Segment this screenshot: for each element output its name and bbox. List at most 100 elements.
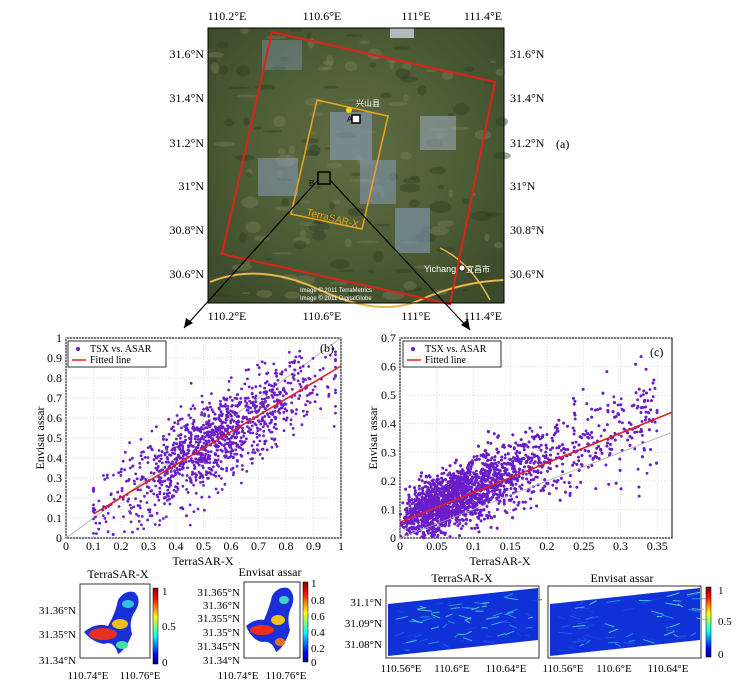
terrain-patch — [404, 290, 413, 293]
data-point — [231, 473, 235, 477]
data-point — [647, 411, 650, 415]
data-point — [274, 416, 278, 419]
data-point — [185, 479, 189, 482]
data-point — [199, 457, 203, 460]
data-point — [562, 451, 566, 455]
data-point — [231, 410, 235, 414]
data-point — [226, 407, 230, 411]
data-point — [201, 464, 204, 468]
data-point — [197, 460, 200, 464]
data-point — [555, 486, 558, 490]
data-point — [194, 440, 198, 444]
data-point — [132, 505, 136, 509]
data-point — [173, 471, 177, 474]
data-point — [177, 434, 181, 437]
lat-tick-left: 31.4°N — [170, 91, 205, 105]
data-point — [207, 419, 211, 423]
data-point — [207, 435, 211, 439]
data-point — [243, 416, 246, 420]
data-point — [273, 393, 277, 397]
terrain-patch — [453, 103, 470, 116]
terrain-patch — [437, 220, 455, 227]
data-point — [641, 434, 644, 437]
data-point — [235, 411, 239, 415]
data-point — [169, 453, 173, 457]
data-point — [315, 393, 319, 396]
data-point — [178, 468, 182, 471]
data-point — [262, 425, 265, 428]
data-point — [163, 453, 167, 457]
data-point — [245, 402, 249, 405]
grid — [65, 337, 342, 539]
data-point — [227, 380, 231, 383]
data-point — [265, 390, 269, 394]
county-marker — [346, 107, 352, 113]
data-point — [298, 349, 302, 353]
data-point — [229, 376, 233, 379]
data-point — [257, 366, 261, 370]
data-point — [254, 385, 258, 389]
data-point — [223, 482, 227, 486]
data-point — [261, 457, 264, 460]
data-point — [249, 421, 252, 424]
data-point — [256, 426, 259, 430]
terrain-patch — [262, 130, 283, 133]
data-point — [189, 416, 192, 420]
data-point — [296, 379, 300, 383]
data-point — [211, 465, 215, 469]
data-point — [282, 417, 286, 421]
terrain-patch — [254, 84, 276, 90]
data-point — [272, 362, 276, 366]
data-point — [97, 527, 101, 531]
data-point — [105, 476, 109, 480]
y-tick-label: 0.3 — [47, 471, 62, 485]
data-point — [165, 438, 169, 441]
data-point — [159, 457, 163, 461]
data-point — [209, 405, 212, 409]
data-point — [215, 461, 219, 465]
data-point — [158, 492, 162, 496]
data-point — [294, 355, 298, 359]
data-point — [232, 471, 236, 474]
y-tick-label: 0.1 — [47, 511, 62, 525]
terrain-patch — [489, 60, 496, 63]
data-point — [156, 495, 160, 499]
data-point — [185, 514, 188, 518]
data-point — [209, 436, 213, 440]
data-point — [237, 403, 241, 406]
data-point — [229, 454, 233, 458]
data-point — [184, 453, 188, 456]
data-point — [138, 466, 142, 469]
data-point — [211, 428, 215, 432]
terrain-patch — [425, 69, 438, 72]
terrain-patch — [266, 35, 287, 40]
data-point — [176, 445, 180, 449]
terrain-patch — [315, 186, 321, 189]
data-point — [221, 420, 225, 424]
data-point — [334, 411, 337, 415]
data-point — [528, 465, 532, 469]
terrain-patch — [223, 119, 235, 127]
data-point — [571, 426, 575, 430]
lat-tick-left: 30.8°N — [170, 223, 205, 237]
data-point — [273, 400, 276, 403]
data-point — [111, 532, 115, 536]
terrain-patch — [311, 131, 317, 135]
data-point — [334, 374, 337, 378]
terrain-patch — [264, 257, 273, 261]
data-point — [180, 467, 184, 471]
data-point — [256, 449, 260, 452]
tick-labels: 0 0.1 0.2 0.3 0.4 0.5 0.6 0.7 0.8 0.9 100.10.20.30… — [47, 331, 344, 553]
data-point — [510, 497, 514, 501]
data-point — [655, 429, 659, 433]
data-point — [546, 469, 549, 473]
data-point — [310, 391, 314, 395]
data-point — [247, 430, 250, 433]
data-point — [145, 491, 149, 495]
data-point — [270, 394, 274, 397]
data-point — [219, 399, 222, 403]
data-point — [171, 451, 174, 455]
data-point — [224, 403, 227, 406]
data-point — [458, 522, 462, 525]
data-point — [128, 458, 132, 462]
